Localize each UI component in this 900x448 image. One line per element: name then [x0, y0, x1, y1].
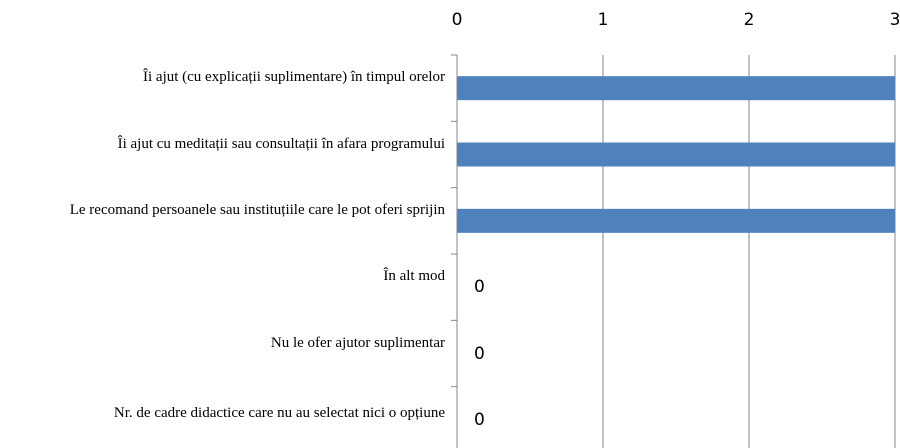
- x-tick-label: 0: [451, 10, 463, 30]
- data-label: 0: [474, 277, 485, 298]
- y-tick-label: Îi ajut cu meditații sau consultații în …: [117, 135, 445, 152]
- data-label: 0: [474, 409, 485, 430]
- data-label: 0: [474, 343, 485, 364]
- x-tick-label: 1: [597, 10, 609, 30]
- bar: [457, 76, 895, 101]
- bar: [457, 208, 895, 233]
- y-tick-label: Nr. de cadre didactice care nu au select…: [113, 404, 445, 421]
- bar: [457, 142, 895, 167]
- y-tick-label: În alt mod: [383, 268, 445, 285]
- y-tick-label: Le recomand persoanele sau instituțiile …: [69, 201, 445, 218]
- y-tick-label: Îi ajut (cu explicații suplimentare) în …: [143, 69, 445, 86]
- y-tick-label: Nu le ofer ajutor suplimentar: [270, 334, 445, 351]
- x-tick-label: 3: [889, 10, 900, 30]
- x-tick-label: 2: [743, 10, 755, 30]
